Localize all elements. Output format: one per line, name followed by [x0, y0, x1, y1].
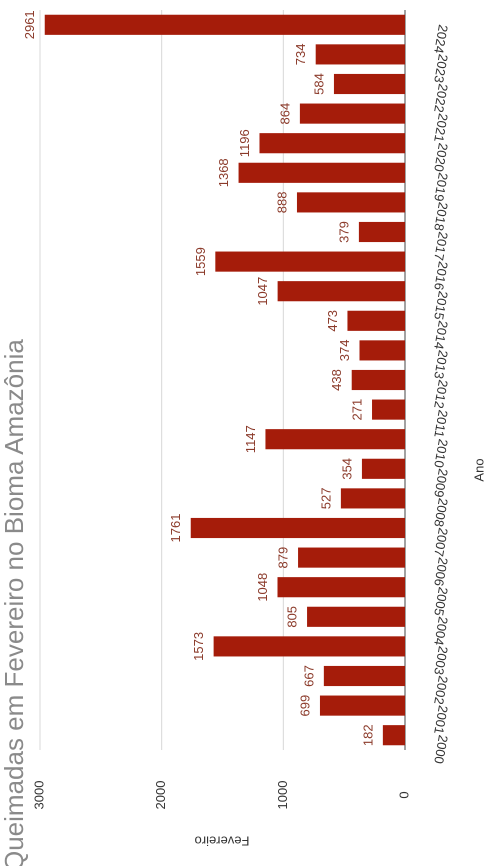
bar	[277, 577, 406, 598]
value-label: 1147	[243, 425, 258, 453]
x-tick-label: 2015	[431, 290, 451, 321]
bar	[319, 695, 405, 716]
value-label: 699	[297, 695, 312, 717]
bar	[315, 44, 405, 65]
value-label: 379	[336, 221, 351, 243]
value-label: 354	[339, 458, 354, 480]
x-tick-label: 2010	[431, 438, 451, 469]
x-tick-label: 2019	[431, 171, 451, 202]
bar	[358, 221, 406, 243]
x-tick-label: 2022	[431, 83, 451, 114]
bar	[238, 162, 405, 183]
x-tick-label: 2012	[431, 379, 451, 410]
value-label: 473	[325, 310, 340, 332]
value-label: 584	[311, 73, 326, 95]
x-tick-label: 2017	[431, 231, 451, 262]
x-tick-label: 2003	[431, 645, 451, 676]
x-tick-label: 2014	[431, 319, 451, 350]
bar	[340, 488, 405, 509]
value-label: 182	[360, 724, 375, 746]
chart-title: Queimadas em Fevereiro no Bioma Amazônia	[0, 339, 29, 866]
value-label: 1761	[168, 514, 183, 543]
x-tick-label: 2001	[431, 704, 451, 735]
y-tick-label: 2000	[153, 781, 168, 810]
bar	[299, 103, 406, 124]
value-label: 2961	[22, 10, 37, 39]
bar	[372, 399, 405, 420]
bar	[259, 133, 405, 154]
x-tick-label: 2007	[431, 527, 451, 558]
x-tick-label: 2009	[431, 467, 451, 498]
bar	[333, 73, 405, 95]
value-label: 1196	[237, 129, 252, 157]
bar	[298, 547, 405, 568]
bar	[361, 458, 405, 479]
value-label: 1573	[191, 632, 206, 661]
x-tick-label: 2021	[431, 112, 451, 143]
value-label: 527	[318, 488, 333, 510]
y-axis-label: Fevereiro	[195, 834, 250, 849]
value-label: 1048	[255, 573, 270, 602]
x-tick-label: 2002	[431, 675, 451, 706]
x-tick-label: 2006	[431, 556, 451, 587]
bar	[323, 665, 405, 687]
value-label: 888	[274, 192, 289, 214]
x-tick-label: 2005	[431, 586, 451, 617]
x-tick-label: 2018	[431, 201, 451, 232]
value-label: 879	[275, 547, 290, 569]
x-tick-label: 2013	[431, 349, 451, 380]
x-tick-label: 2016	[431, 260, 451, 291]
value-label: 271	[349, 399, 364, 421]
value-label: 438	[329, 369, 344, 391]
bar	[277, 281, 405, 302]
bar	[265, 429, 405, 450]
bar	[351, 369, 405, 391]
x-tick-label: 2011	[431, 409, 451, 439]
value-label: 805	[284, 606, 299, 628]
x-tick-label: 2023	[431, 53, 451, 84]
bar	[190, 517, 405, 539]
x-tick-label: 2004	[431, 615, 451, 646]
x-tick-label: 2000	[431, 734, 451, 765]
value-label: 374	[337, 340, 352, 362]
bar	[296, 192, 405, 213]
value-label: 1047	[255, 277, 270, 306]
bar	[359, 340, 406, 361]
rotated-plot: Queimadas em Fevereiro no Bioma Amazônia…	[0, 10, 486, 866]
x-tick-label: 2008	[431, 497, 451, 528]
y-tick-label: 0	[396, 791, 411, 798]
bar	[382, 725, 405, 746]
value-label: 734	[293, 44, 308, 66]
value-label: 1559	[193, 247, 208, 276]
bar	[307, 606, 405, 627]
bar	[347, 310, 405, 331]
y-tick-label: 1000	[275, 781, 290, 810]
x-tick-label: 2024	[431, 23, 451, 54]
x-axis-label: Ano	[471, 458, 486, 481]
x-tick-label: 2020	[431, 142, 451, 173]
y-tick-label: 3000	[31, 781, 46, 810]
value-label: 667	[301, 665, 316, 687]
bar	[44, 14, 406, 35]
bar	[215, 251, 405, 272]
value-label: 1368	[216, 158, 231, 187]
bar	[213, 636, 405, 657]
value-label: 864	[277, 103, 292, 125]
